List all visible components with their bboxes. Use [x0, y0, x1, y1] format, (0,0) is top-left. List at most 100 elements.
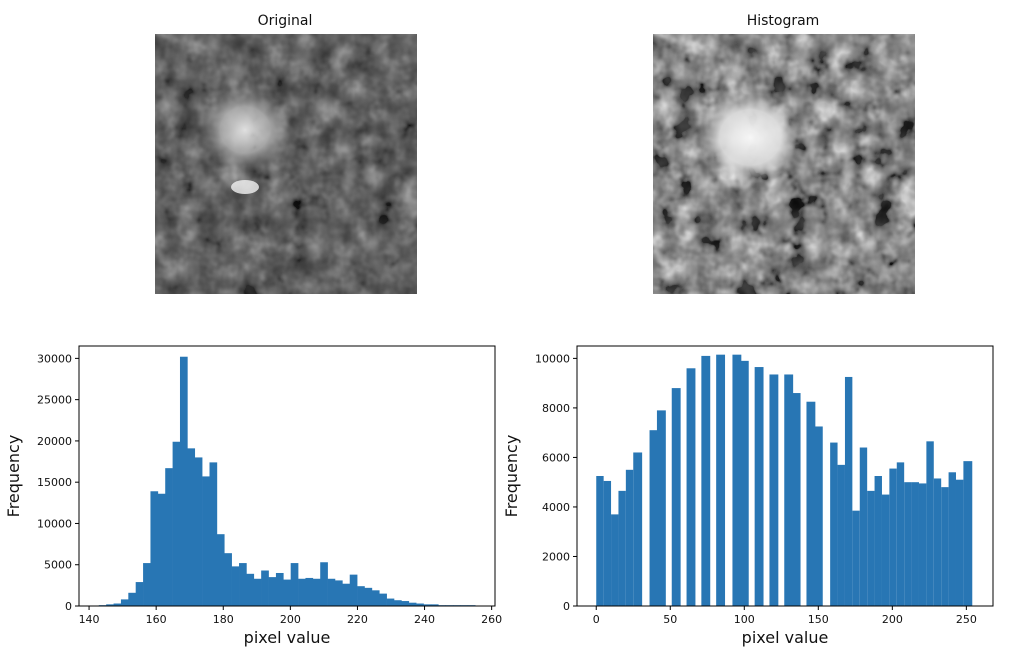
- equalized-histogram-bar: [896, 462, 905, 606]
- equalized-histogram-bar: [830, 442, 838, 606]
- original-histogram-bar: [290, 563, 299, 606]
- original-histogram-xlabel: pixel value: [244, 628, 331, 647]
- original-histogram-xtick-label: 160: [146, 613, 167, 626]
- original-histogram-xtick-label: 180: [213, 613, 234, 626]
- original-histogram-bar: [298, 578, 306, 606]
- original-histogram-bar: [342, 583, 351, 606]
- original-histogram-xtick-label: 200: [280, 613, 301, 626]
- original-histogram-bar: [113, 603, 122, 606]
- equalized-histogram-ytick-label: 0: [563, 600, 570, 613]
- equalized-histogram-bar: [686, 368, 696, 606]
- original-histogram-bar: [261, 570, 269, 606]
- equalized-histogram-xtick-label: 50: [663, 613, 677, 626]
- equalized-histogram-bar: [955, 479, 964, 606]
- histogram-equalized-image: [653, 34, 915, 294]
- original-histogram-bar: [371, 590, 380, 606]
- equalized-histogram-bar: [633, 452, 643, 606]
- original-histogram-bar: [172, 441, 181, 606]
- equalized-histogram-bar: [625, 469, 634, 606]
- original-histogram-bar: [401, 601, 410, 606]
- original-histogram-bar: [209, 462, 218, 606]
- original-histogram-bar: [327, 578, 336, 606]
- equalized-histogram-bar: [859, 447, 868, 606]
- equalized-histogram-bar: [784, 374, 794, 606]
- original-image: [155, 34, 417, 294]
- original-histogram-bar: [179, 356, 188, 606]
- equalized-histogram-ytick-label: 2000: [542, 550, 570, 563]
- equalized-histogram-bar: [716, 354, 726, 606]
- equalized-histogram-bar: [933, 478, 942, 606]
- original-image-title: Original: [257, 13, 313, 29]
- equalized-histogram-bar: [754, 367, 764, 606]
- equalized-histogram-xtick-label: 150: [808, 613, 829, 626]
- original-histogram-bar: [187, 448, 196, 606]
- equalized-histogram-bar: [596, 476, 604, 606]
- equalized-histogram-bar: [881, 494, 890, 606]
- original-histogram-ytick-label: 30000: [37, 352, 72, 365]
- original-histogram-bar: [120, 599, 129, 606]
- equalized-histogram-bar: [611, 514, 619, 606]
- original-histogram-bar: [416, 603, 424, 606]
- original-histogram-ytick-label: 25000: [37, 394, 72, 407]
- equalized-histogram-bar: [732, 354, 742, 606]
- original-histogram-bar: [128, 592, 136, 606]
- equalized-histogram-ytick-label: 6000: [542, 451, 570, 464]
- original-histogram-bar: [150, 491, 159, 606]
- original-histogram-bar: [246, 573, 255, 606]
- equalized-histogram-bar: [649, 430, 659, 606]
- equalized-histogram-xlabel: pixel value: [742, 628, 829, 647]
- equalized-histogram-bar: [837, 464, 845, 606]
- original-histogram-bar: [202, 476, 210, 606]
- original-histogram-bar: [312, 578, 321, 606]
- original-histogram-bar: [143, 563, 151, 606]
- original-histogram-bar: [364, 587, 373, 606]
- equalized-histogram-bar: [806, 401, 816, 606]
- original-histogram-xtick-label: 260: [481, 613, 502, 626]
- equalized-histogram-bar: [618, 490, 626, 606]
- equalized-histogram-ytick-label: 8000: [542, 402, 570, 415]
- original-histogram-bar: [275, 572, 284, 606]
- original-histogram-bar: [253, 578, 262, 606]
- original-histogram-bar: [423, 604, 432, 606]
- equalized-histogram-bar: [904, 482, 912, 606]
- original-histogram-bar: [320, 562, 328, 606]
- original-histogram-bar: [224, 553, 232, 606]
- original-histogram-bar: [231, 566, 240, 606]
- original-histogram-xtick-label: 240: [414, 613, 435, 626]
- original-histogram-bar: [239, 563, 247, 606]
- equalized-histogram-ytick-label: 4000: [542, 501, 570, 514]
- original-histogram-bar: [394, 600, 402, 606]
- original-histogram-bar: [357, 586, 365, 606]
- original-histogram-ytick-label: 15000: [37, 476, 72, 489]
- equalized-histogram-bar: [852, 510, 860, 606]
- equalized-histogram-ylabel: Frequency: [502, 435, 521, 518]
- equalized-histogram-bar: [656, 410, 666, 606]
- original-histogram-ytick-label: 10000: [37, 517, 72, 530]
- original-histogram-ytick-label: 20000: [37, 435, 72, 448]
- original-histogram-bar: [106, 604, 114, 606]
- original-histogram-bar: [216, 534, 225, 606]
- equalized-histogram-bar: [911, 482, 919, 606]
- equalized-histogram-xtick-label: 200: [882, 613, 903, 626]
- equalized-histogram-bar: [926, 441, 934, 606]
- original-histogram-ylabel: Frequency: [4, 435, 23, 518]
- equalized-histogram-bar: [948, 472, 956, 606]
- original-histogram-ytick-label: 5000: [44, 559, 72, 572]
- original-histogram-bar: [334, 580, 343, 606]
- original-histogram-ytick-label: 0: [65, 600, 72, 613]
- original-histogram-xtick-label: 220: [347, 613, 368, 626]
- equalized-histogram-bar: [874, 476, 882, 606]
- equalized-histogram-bar: [867, 490, 875, 606]
- original-histogram-bar: [194, 457, 203, 606]
- equalized-histogram-bar: [889, 468, 897, 606]
- equalized-histogram-bar: [791, 393, 801, 606]
- equalized-histogram-bar: [603, 480, 612, 606]
- equalized-histogram-bar: [701, 355, 711, 606]
- equalized-histogram-bar: [941, 487, 949, 606]
- equalized-histogram-bar: [769, 374, 779, 606]
- original-histogram-bar: [157, 493, 166, 606]
- original-histogram-xtick-label: 140: [79, 613, 100, 626]
- equalized-histogram-xtick-label: 0: [593, 613, 600, 626]
- equalized-histogram-frame: [576, 345, 994, 607]
